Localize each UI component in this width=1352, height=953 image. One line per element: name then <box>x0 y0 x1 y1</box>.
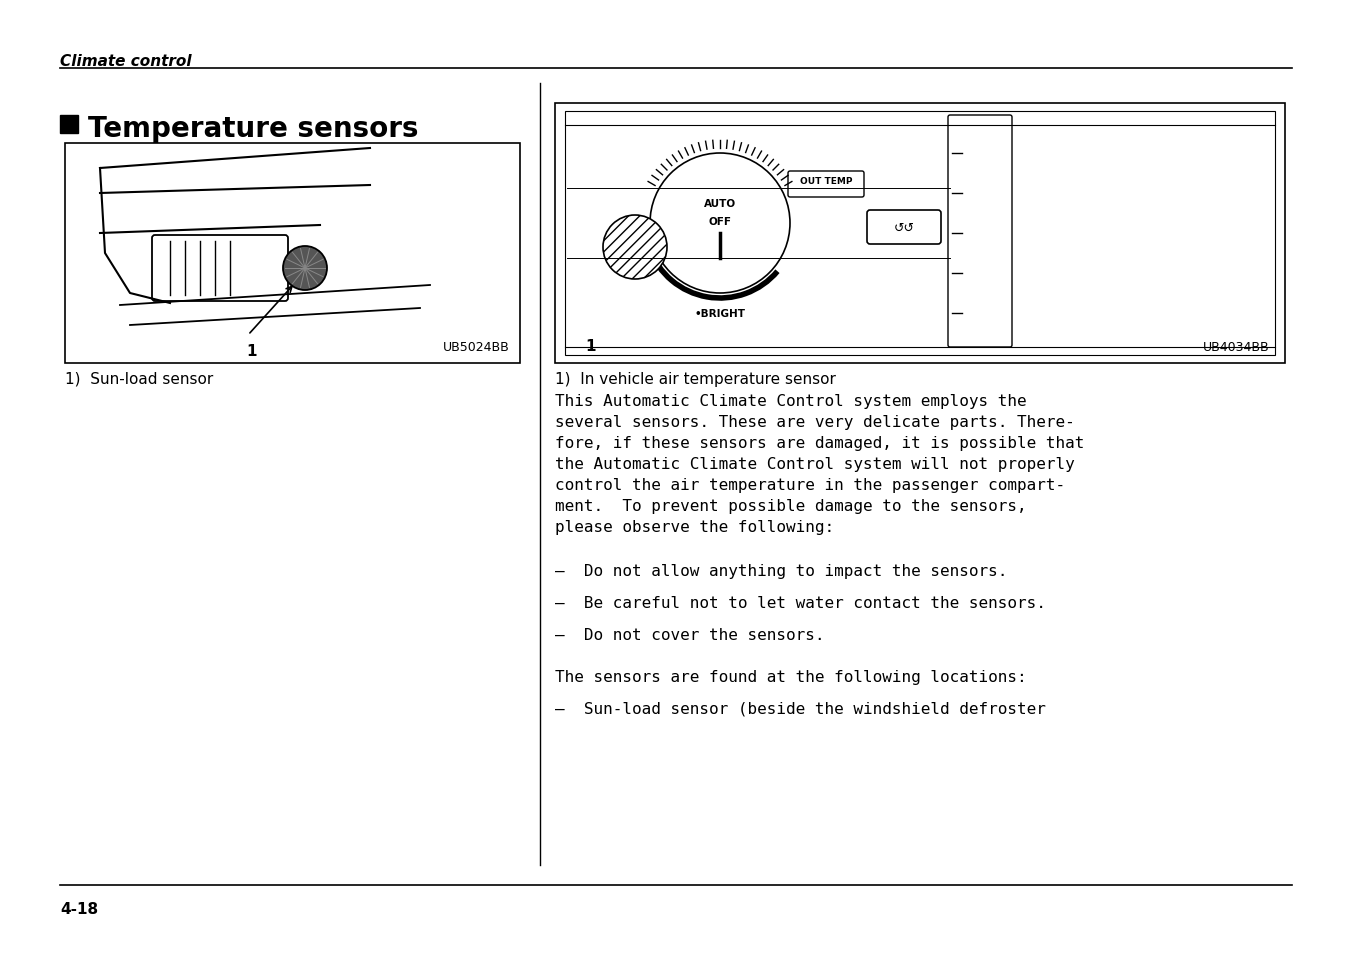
Text: 4-18: 4-18 <box>59 901 99 916</box>
Circle shape <box>650 153 790 294</box>
Text: –  Sun-load sensor (beside the windshield defroster: – Sun-load sensor (beside the windshield… <box>556 701 1046 717</box>
FancyBboxPatch shape <box>948 116 1013 348</box>
Text: This Automatic Climate Control system employs the
several sensors. These are ver: This Automatic Climate Control system em… <box>556 394 1084 535</box>
Text: The sensors are found at the following locations:: The sensors are found at the following l… <box>556 669 1026 684</box>
FancyBboxPatch shape <box>565 112 1275 355</box>
Circle shape <box>283 247 327 291</box>
Text: 1)  Sun-load sensor: 1) Sun-load sensor <box>65 372 214 387</box>
FancyBboxPatch shape <box>867 211 941 245</box>
Text: UB5024BB: UB5024BB <box>443 340 510 354</box>
Text: UB4034BB: UB4034BB <box>1203 340 1270 354</box>
FancyBboxPatch shape <box>556 104 1284 364</box>
FancyBboxPatch shape <box>788 172 864 198</box>
Text: OUT TEMP: OUT TEMP <box>800 177 852 186</box>
FancyBboxPatch shape <box>151 235 288 302</box>
Text: –  Be careful not to let water contact the sensors.: – Be careful not to let water contact th… <box>556 596 1046 610</box>
Text: ↺↺: ↺↺ <box>894 221 914 234</box>
FancyBboxPatch shape <box>65 144 521 364</box>
Text: Temperature sensors: Temperature sensors <box>88 115 419 143</box>
Text: •BRIGHT: •BRIGHT <box>695 309 745 318</box>
Text: OFF: OFF <box>708 216 731 227</box>
Circle shape <box>603 215 667 280</box>
Text: –  Do not cover the sensors.: – Do not cover the sensors. <box>556 627 825 642</box>
Text: AUTO: AUTO <box>704 199 735 209</box>
Text: 1: 1 <box>585 338 595 354</box>
Text: –  Do not allow anything to impact the sensors.: – Do not allow anything to impact the se… <box>556 563 1007 578</box>
Text: 1: 1 <box>247 344 257 358</box>
Text: 1)  In vehicle air temperature sensor: 1) In vehicle air temperature sensor <box>556 372 836 387</box>
FancyBboxPatch shape <box>59 116 78 133</box>
Text: Climate control: Climate control <box>59 54 192 69</box>
